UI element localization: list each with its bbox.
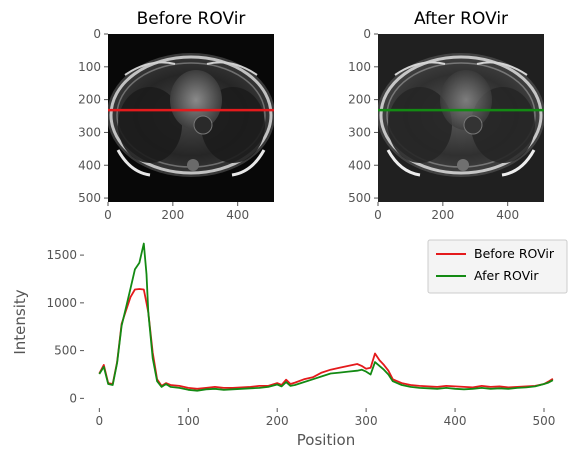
y-tick-label: 500 (78, 191, 101, 205)
image-panel-after: After ROVir 0 200 400 0 100 200 300 400 500 (348, 9, 544, 222)
y-tick-label: 0 (93, 27, 101, 41)
x-tick-label: 400 (496, 208, 519, 222)
mri-image-before (108, 53, 274, 177)
series-line-after (98, 242, 554, 392)
x-tick-label: 0 (374, 208, 382, 222)
x-tick-label: 400 (226, 208, 249, 222)
y-tick-label: 200 (78, 93, 101, 107)
mri-image-after (378, 34, 544, 202)
x-tick-label: 300 (355, 414, 378, 428)
y-tick-label: 300 (348, 125, 371, 139)
y-tick-label: 1500 (46, 248, 77, 262)
y-tick-label: 100 (348, 60, 371, 74)
x-tick-label: 400 (444, 414, 467, 428)
panel-title-before: Before ROVir (137, 9, 246, 29)
x-tick-label: 200 (266, 414, 289, 428)
profile-plot: 0 100 200 300 400 500 0 500 1000 1500 Position In… (11, 239, 568, 449)
y-tick-label: 200 (348, 93, 371, 107)
axes-before: 0 200 400 0 100 200 300 400 500 (78, 27, 249, 222)
x-tick-label: 0 (104, 208, 112, 222)
x-tick-label: 0 (96, 414, 104, 428)
legend: Before ROVir Afer ROVir (427, 239, 568, 294)
x-axis-label: Position (297, 431, 355, 449)
y-axis-label: Intensity (11, 289, 29, 354)
y-tick-label: 1000 (46, 296, 77, 310)
legend-label-after: Afer ROVir (474, 268, 539, 283)
y-tick-label: 100 (78, 60, 101, 74)
profile-axes: 0 100 200 300 400 500 0 500 1000 1500 (46, 248, 555, 428)
x-tick-label: 200 (431, 208, 454, 222)
image-panel-before: Before ROVir 0 200 400 0 100 200 300 400 500 (78, 9, 274, 222)
y-tick-label: 400 (78, 158, 101, 172)
profile-series (98, 242, 554, 392)
x-tick-label: 200 (161, 208, 184, 222)
y-tick-label: 500 (54, 344, 77, 358)
series-line-before (98, 288, 554, 390)
y-tick-label: 300 (78, 125, 101, 139)
y-tick-label: 500 (348, 191, 371, 205)
x-tick-label: 500 (533, 414, 556, 428)
y-tick-label: 0 (363, 27, 371, 41)
x-tick-label: 100 (177, 414, 200, 428)
y-tick-label: 400 (348, 158, 371, 172)
y-tick-label: 0 (69, 391, 77, 405)
axes-after: 0 200 400 0 100 200 300 400 500 (348, 27, 519, 222)
legend-label-before: Before ROVir (474, 246, 555, 261)
panel-title-after: After ROVir (414, 9, 508, 29)
